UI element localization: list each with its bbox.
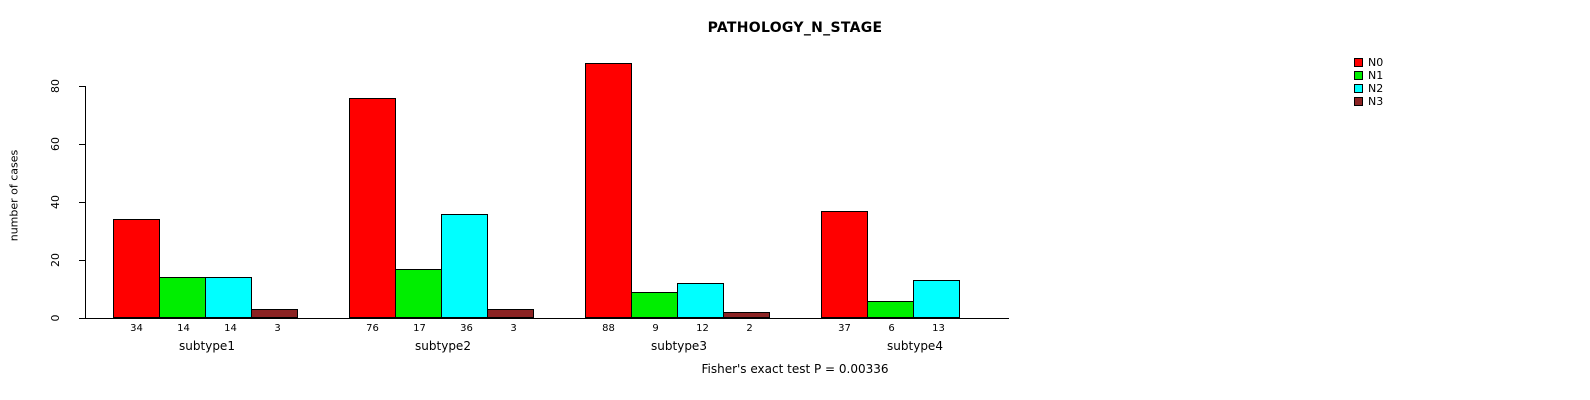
bar-value-label: 34 <box>130 323 143 334</box>
bar-value-row: 37 6 13 <box>821 323 1009 334</box>
bar-subtype2-n2 <box>441 214 488 318</box>
bar-subtype1-n0 <box>113 219 160 318</box>
bar-subtype2-n0 <box>349 98 396 318</box>
y-tick-label: 80 <box>49 79 62 93</box>
bar-value-label: 3 <box>510 323 517 334</box>
bar-value-label: 3 <box>274 323 281 334</box>
bar-value-label: 14 <box>177 323 190 334</box>
y-tick-label: 0 <box>49 314 62 322</box>
x-category-label: subtype4 <box>887 339 943 353</box>
bar-subtype4-n2 <box>913 280 960 318</box>
bar-value-label: 37 <box>838 323 851 334</box>
legend-label: N1 <box>1368 69 1384 82</box>
legend-swatch <box>1354 97 1363 106</box>
y-tick-mark <box>79 318 85 319</box>
bar-value-label: 88 <box>602 323 615 334</box>
bar-group-subtype4 <box>821 211 1006 318</box>
bar-subtype3-n0 <box>585 63 632 318</box>
bar-value-row: 88 9 12 2 <box>585 323 773 334</box>
legend-label: N2 <box>1368 82 1384 95</box>
fisher-test-annotation: Fisher's exact test P = 0.00336 <box>701 362 889 376</box>
bar-value-label: 6 <box>888 323 895 334</box>
legend-label: N3 <box>1368 95 1384 108</box>
x-category-label: subtype1 <box>179 339 235 353</box>
bar-value-label: 14 <box>224 323 237 334</box>
bar-value-label: 17 <box>413 323 426 334</box>
bar-value-label <box>962 323 1009 334</box>
bar-value-label: 12 <box>696 323 709 334</box>
legend-item-n0: N0 <box>1354 56 1383 69</box>
legend-label: N0 <box>1368 56 1384 69</box>
bar-value-label: 76 <box>366 323 379 334</box>
legend-swatch <box>1354 84 1363 93</box>
y-tick-label: 20 <box>49 253 62 267</box>
y-tick-mark <box>79 86 85 87</box>
y-tick-mark <box>79 202 85 203</box>
bar-subtype3-n3 <box>723 312 770 318</box>
x-category-label: subtype3 <box>651 339 707 353</box>
bar-group-subtype1 <box>113 219 298 318</box>
bar-value-row: 34 14 14 3 <box>113 323 301 334</box>
bar-group-subtype3 <box>585 63 770 318</box>
bar-group-subtype2 <box>349 98 534 318</box>
y-axis-line <box>85 86 86 318</box>
bar-subtype3-n1 <box>631 292 678 318</box>
y-tick-mark <box>79 260 85 261</box>
legend-item-n2: N2 <box>1354 82 1383 95</box>
bar-subtype2-n3 <box>487 309 534 318</box>
legend-swatch <box>1354 71 1363 80</box>
x-category-label: subtype2 <box>415 339 471 353</box>
bar-subtype4-n1 <box>867 301 914 318</box>
bar-value-label: 9 <box>652 323 659 334</box>
x-axis-line <box>85 318 1009 319</box>
bar-subtype1-n2 <box>205 277 252 318</box>
bar-value-label: 36 <box>460 323 473 334</box>
y-tick-label: 40 <box>49 195 62 209</box>
bar-subtype4-n0 <box>821 211 868 318</box>
y-tick-mark <box>79 144 85 145</box>
bar-subtype1-n3 <box>251 309 298 318</box>
bar-value-label: 13 <box>932 323 945 334</box>
legend-swatch <box>1354 58 1363 67</box>
legend-item-n3: N3 <box>1354 95 1383 108</box>
bar-subtype3-n2 <box>677 283 724 318</box>
bar-value-label: 2 <box>746 323 753 334</box>
legend-item-n1: N1 <box>1354 69 1383 82</box>
bar-subtype1-n1 <box>159 277 206 318</box>
bar-value-row: 76 17 36 3 <box>349 323 537 334</box>
chart-title: PATHOLOGY_N_STAGE <box>707 20 883 36</box>
bar-subtype2-n1 <box>395 269 442 318</box>
chart-legend: N0 N1 N2 N3 <box>1354 56 1383 108</box>
y-tick-label: 60 <box>49 137 62 151</box>
